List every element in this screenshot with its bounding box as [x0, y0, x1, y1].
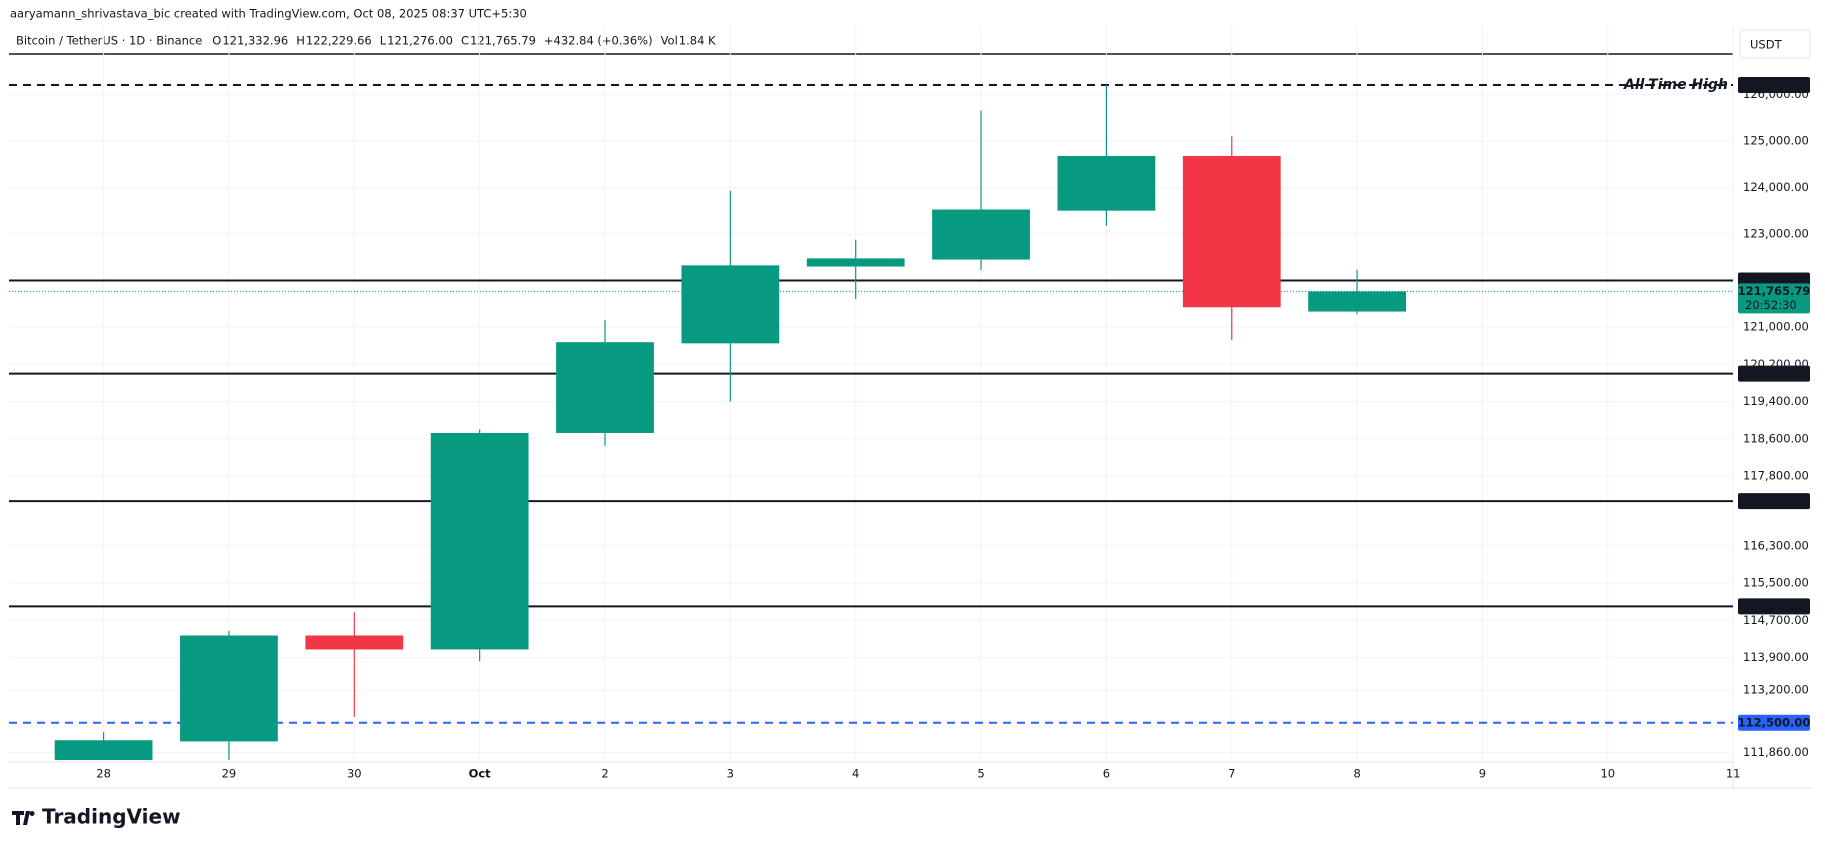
x-tick-label: 29 — [222, 767, 237, 781]
ohlc-legend: O 121,332.96 H 122,229.66 L 121,276.00 C 121,76… — [212, 34, 716, 48]
x-tick-label: 3 — [727, 767, 734, 781]
logo: TradingView — [12, 805, 181, 829]
price-label-bg — [1738, 493, 1810, 510]
y-tick-label: 119,400.00 — [1743, 394, 1809, 408]
price-label: 115,000.00 — [1738, 599, 1811, 613]
price-label: 120,000.00 — [1738, 366, 1811, 380]
candle-body — [180, 635, 278, 742]
legend-key: H — [296, 34, 305, 48]
x-tick-label: 8 — [1353, 767, 1360, 781]
candle-body — [681, 265, 780, 344]
y-tick-label: 123,000.00 — [1743, 226, 1809, 240]
legend-key: Vol — [661, 34, 678, 48]
x-tick-label: 5 — [977, 767, 984, 781]
annotation: All-Time High — [1623, 77, 1728, 93]
legend-value: 121,765.79 — [470, 34, 536, 48]
currency: USDT — [1750, 38, 1783, 52]
legend-key: L — [380, 34, 387, 48]
x-tick-label: 30 — [347, 767, 362, 781]
candle-body — [305, 635, 404, 650]
price-label-bg — [1738, 76, 1810, 93]
candle-body — [806, 258, 905, 267]
legend-value: 1.84 K — [679, 34, 716, 48]
grid — [9, 25, 1734, 763]
y-tick-label: 121,000.00 — [1743, 320, 1809, 334]
price-label: 126,199.63 — [1738, 77, 1811, 91]
x-tick-label: 2 — [601, 767, 608, 781]
candle-body — [556, 342, 654, 433]
price-label-bg — [1738, 365, 1810, 382]
legend-change: +432.84 (+0.36%) — [544, 34, 653, 48]
x-tick-label: 9 — [1479, 767, 1486, 781]
price-label: 117,261.30 — [1738, 494, 1811, 508]
candle-body — [430, 432, 529, 650]
legend-key: C — [461, 34, 469, 48]
x-tick-label: 11 — [1726, 767, 1741, 781]
x-tick-label: 4 — [852, 767, 859, 781]
legend-value: 121,276.00 — [387, 34, 453, 48]
y-tick-label: 111,860.00 — [1743, 745, 1809, 759]
price-label: 121,765.79 — [1738, 284, 1811, 298]
y-tick-label: 116,300.00 — [1743, 538, 1809, 552]
x-tick-label: 28 — [96, 767, 111, 781]
currency-box — [1739, 29, 1811, 59]
x-tick-label: 6 — [1103, 767, 1110, 781]
logo-text: TradingView — [42, 805, 181, 829]
y-tick-label: 124,000.00 — [1743, 180, 1809, 194]
candle-body — [54, 740, 153, 761]
candle-body — [1182, 155, 1281, 308]
attribution: aaryamann_shrivastava_bic created with T… — [10, 7, 527, 21]
symbol: Bitcoin / TetherUS · 1D · Binance — [16, 34, 202, 48]
price-label-bg — [1738, 283, 1810, 314]
y-tick-label: 115,500.00 — [1743, 576, 1809, 590]
price-label: 112,500.00 — [1738, 715, 1811, 729]
y-tick-label: 118,600.00 — [1743, 431, 1809, 445]
countdown: 20:52:30 — [1745, 298, 1797, 312]
y-tick-label: 114,700.00 — [1743, 613, 1809, 627]
price-label-bg — [1738, 598, 1810, 615]
candle-body — [1057, 155, 1156, 211]
legend-value: 121,332.96 — [222, 34, 288, 48]
legend-key: O — [212, 34, 221, 48]
x-tick-label: 7 — [1228, 767, 1235, 781]
x-tick-label: 10 — [1600, 767, 1615, 781]
x-tick-label: Oct — [469, 767, 492, 781]
y-tick-label: 117,800.00 — [1743, 469, 1809, 483]
y-tick-label: 113,900.00 — [1743, 650, 1809, 664]
candle-body — [932, 209, 1030, 260]
logo-icon — [12, 811, 35, 825]
y-tick-label: 125,000.00 — [1743, 133, 1809, 147]
candle-body — [1308, 291, 1406, 312]
price-label-bg — [1738, 714, 1810, 731]
y-tick-label: 113,200.00 — [1743, 683, 1809, 697]
legend-value: 122,229.66 — [306, 34, 372, 48]
